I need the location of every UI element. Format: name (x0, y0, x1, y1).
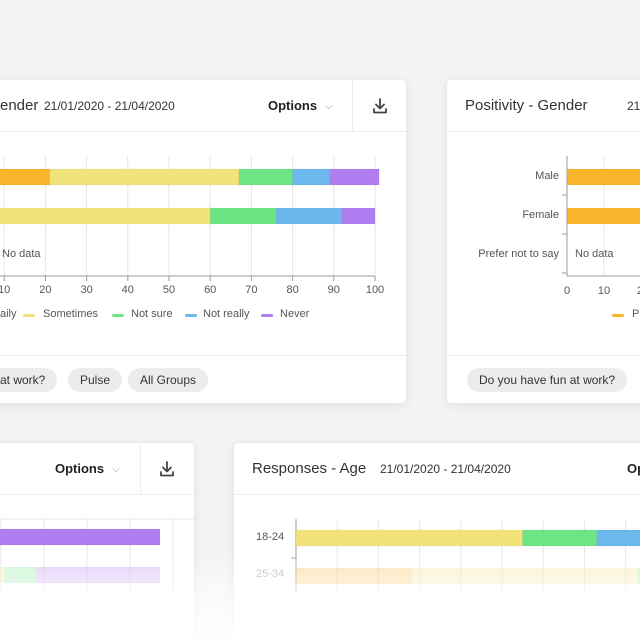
tick-label: 70 (245, 284, 258, 296)
bar-row-2-segment (0, 207, 211, 225)
divider (140, 443, 141, 494)
bar-row-1-segment (49, 168, 240, 186)
options-dropdown[interactable]: Options ⌵ (268, 98, 333, 113)
legend-swatch-daily (612, 314, 624, 317)
card-title: Positivity - Gender (465, 97, 588, 114)
bar-row-2-segment (209, 207, 277, 225)
bar-18-24-segment (596, 529, 640, 547)
no-data-label: No data (2, 248, 41, 260)
date-range: 21/01/2020 - 21/04/2020 (44, 99, 175, 113)
bar-18-24-segment (295, 529, 523, 547)
tick-label: 80 (286, 284, 299, 296)
options-label: Options (268, 98, 318, 113)
legend-sometimes: Sometimes (43, 308, 99, 320)
download-icon (373, 98, 387, 114)
bar-row-2-segment (4, 567, 37, 583)
chip-question[interactable]: at work? (0, 368, 58, 392)
bar-row-2-segment (36, 567, 160, 583)
card-header: ender 21/01/2020 - 21/04/2020 Options ⌵ (0, 80, 406, 132)
options-label: Op (627, 461, 640, 476)
date-range: 21/01/2020 - 21/04/2020 (380, 462, 511, 476)
bar-row-1-segment (292, 168, 330, 186)
tick-label: 0 (563, 285, 571, 297)
category-label-18-24: 18-24 (256, 531, 285, 543)
chart-responses-gender (0, 156, 380, 281)
card-footer: Do you have fun at work? (447, 355, 640, 403)
bar-25-34-segment (296, 568, 412, 584)
category-label-female: Female (522, 209, 559, 221)
options-dropdown[interactable]: Options ⌵ (55, 461, 120, 476)
options-dropdown[interactable]: Op (627, 461, 640, 476)
category-label-male: Male (535, 170, 559, 182)
tick-label: 10 (0, 284, 11, 296)
bar-row-1-segment (329, 168, 380, 186)
card-header: Responses - Age 21/01/2020 - 21/04/2020 … (234, 443, 640, 495)
legend-not-really: Not really (203, 308, 250, 320)
legend-swatch-never (261, 314, 273, 317)
legend-swatch-not-really (185, 314, 197, 317)
category-label-prefer-not: Prefer not to say (478, 248, 559, 260)
card-title: ender (0, 97, 39, 114)
legend-daily: aily (0, 308, 17, 320)
bar-row-1-segment (238, 168, 293, 186)
legend-never: Never (280, 308, 310, 320)
tick-label: 100 (365, 284, 385, 296)
tick-label: 20 (39, 284, 52, 296)
chip-question[interactable]: Do you have fun at work? (467, 368, 628, 392)
tick-label: 30 (80, 284, 93, 296)
card-header: Options ⌵ (0, 443, 194, 495)
chevron-down-icon: ⌵ (112, 464, 120, 475)
card-bottom-left: Options ⌵ (0, 443, 194, 640)
tick-label: 10 (597, 285, 611, 297)
bar-row-2-segment (341, 207, 376, 225)
chip-pulse[interactable]: Pulse (68, 368, 123, 392)
download-button[interactable] (155, 457, 179, 481)
chart-responses-age (291, 519, 640, 593)
no-data-label: No data (575, 248, 614, 260)
chevron-down-icon: ⌵ (325, 101, 333, 112)
card-title: Responses - Age (252, 460, 367, 477)
card-responses-gender: ender 21/01/2020 - 21/04/2020 Options ⌵ N… (0, 80, 406, 403)
bar-row-1-segment (0, 168, 50, 186)
chip-all-groups[interactable]: All Groups (128, 368, 209, 392)
tick-label: 60 (204, 284, 217, 296)
bar-male-segment (566, 168, 640, 186)
tick-label: 2 (637, 285, 640, 297)
card-footer: at work? Pulse All Groups (0, 355, 406, 403)
card-responses-age: Responses - Age 21/01/2020 - 21/04/2020 … (234, 443, 640, 640)
legend-not-sure: Not sure (131, 308, 173, 320)
bar-25-34-segment (411, 568, 638, 584)
legend-swatch-not-sure (112, 314, 124, 317)
chart-positivity-gender (562, 156, 640, 277)
download-icon (160, 461, 174, 477)
divider (352, 80, 353, 131)
bar-row-2-segment (0, 567, 5, 583)
card-positivity-gender: Positivity - Gender 21/01 Male Female Pr… (447, 80, 640, 403)
card-header: Positivity - Gender 21/01 (447, 80, 640, 132)
bar-female-segment (566, 207, 640, 225)
bar-row-1-segment (0, 528, 161, 546)
bar-18-24-segment (522, 529, 598, 547)
legend-positive: P (632, 308, 640, 320)
date-range: 21/01 (627, 99, 640, 113)
tick-label: 90 (327, 284, 340, 296)
tick-label: 40 (121, 284, 134, 296)
legend-swatch-sometimes (23, 314, 35, 317)
chart-bottom-left (0, 518, 194, 593)
options-label: Options (55, 461, 105, 476)
bar-row-2-segment (275, 207, 343, 225)
download-button[interactable] (368, 94, 392, 118)
tick-label: 50 (162, 284, 176, 296)
